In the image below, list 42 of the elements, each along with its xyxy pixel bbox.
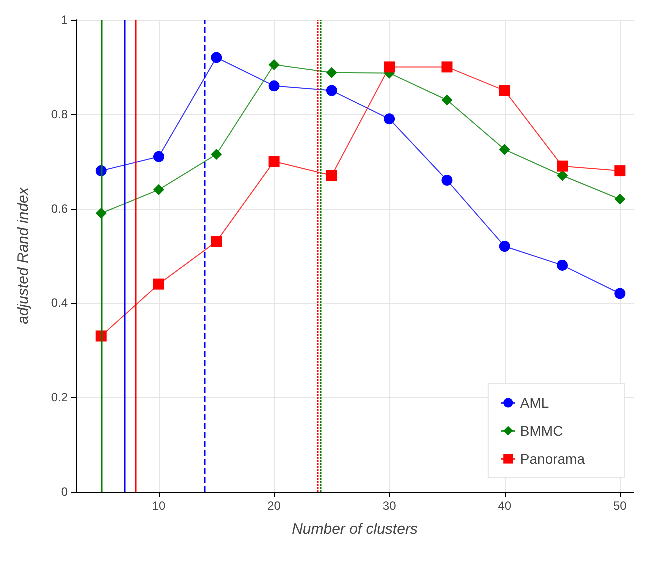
x-tick-label: 40	[498, 499, 512, 513]
point	[442, 94, 453, 106]
legend-label: Panorama	[520, 451, 586, 467]
point	[326, 67, 338, 78]
point	[557, 260, 568, 271]
point	[326, 170, 338, 182]
point	[268, 80, 280, 92]
point	[268, 156, 280, 168]
point	[614, 288, 626, 300]
y-tick-label: 0.6	[51, 202, 68, 216]
y-axis-title: adjusted Rand index	[15, 187, 32, 324]
y-tick-label: 0.2	[51, 390, 68, 405]
point	[326, 85, 338, 96]
x-axis-title: Number of clusters	[292, 521, 418, 538]
point	[268, 59, 280, 70]
point	[384, 62, 396, 73]
legend-label: BMMC	[520, 423, 564, 439]
point	[154, 151, 165, 162]
point	[614, 166, 626, 177]
point	[211, 52, 222, 64]
point	[614, 194, 626, 205]
point	[557, 160, 568, 172]
x-tick-label: 20	[268, 499, 282, 513]
y-tick-label: 0	[61, 485, 68, 499]
point	[499, 144, 510, 156]
point	[499, 241, 510, 252]
y-tick-label: 0.8	[51, 107, 68, 122]
point	[154, 184, 165, 196]
point	[499, 85, 510, 96]
x-tick-label: 10	[152, 499, 166, 513]
x-tick-label: 30	[382, 499, 397, 513]
point	[211, 236, 222, 248]
y-tick-label: 0.4	[51, 296, 68, 310]
point	[154, 278, 165, 290]
x-tick-label: 50	[613, 499, 628, 513]
y-tick-label: 1	[61, 13, 68, 27]
point	[211, 149, 222, 160]
point	[442, 174, 453, 186]
point	[557, 170, 568, 182]
point	[442, 62, 453, 73]
legend-label: AML	[520, 395, 550, 411]
point	[384, 114, 396, 125]
